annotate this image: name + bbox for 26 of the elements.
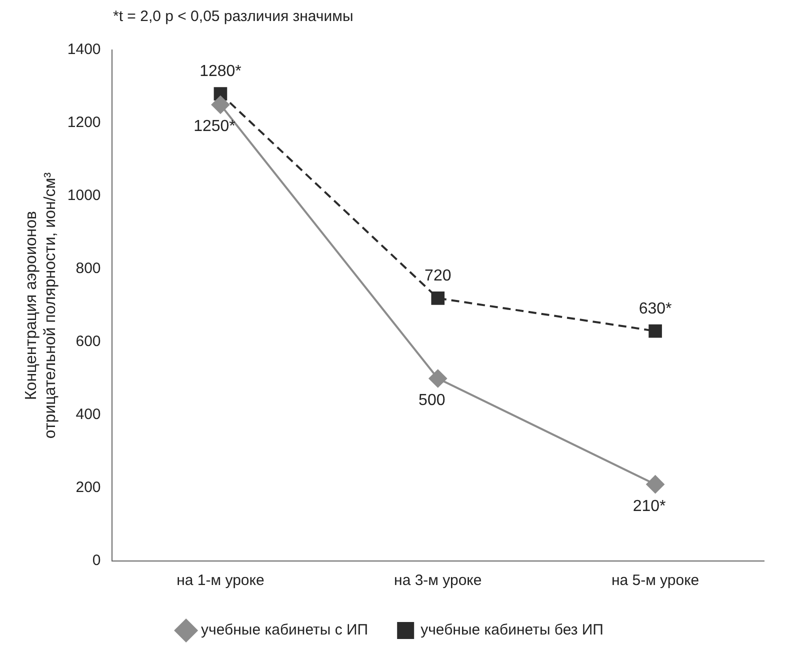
data-label: 1250* — [194, 118, 236, 136]
data-label: 720 — [424, 268, 452, 285]
x-tick-label: на 1-м уроке — [176, 572, 264, 590]
legend-label: учебные кабинеты без ИП — [420, 622, 604, 639]
y-axis-title: Концентрация аэроионов отрицательной полярности, ион/см³ — [23, 172, 60, 439]
legend-label: учебные кабинеты с ИП — [201, 622, 368, 639]
data-label: 1280* — [200, 63, 242, 80]
y-tick-label: 600 — [76, 333, 101, 350]
y-tick-label: 800 — [76, 260, 101, 278]
point — [431, 292, 445, 305]
y-tick-label: 1200 — [67, 114, 101, 132]
data-label: 630* — [638, 300, 672, 318]
y-tick-label: 200 — [76, 479, 101, 496]
y-tick-label: 400 — [76, 406, 101, 424]
point — [211, 96, 230, 114]
x-tick-label: на 3-м уроке — [394, 572, 482, 590]
y-tick-label: 0 — [92, 552, 101, 570]
point — [428, 370, 447, 388]
x-tick-label: на 5-м уроке — [611, 572, 700, 590]
y-tick-label: 1400 — [67, 41, 101, 58]
text: *t = 2,0 p < 0,05 различия значимы — [112, 8, 354, 27]
data-label: 210* — [632, 498, 666, 515]
data-label: 500 — [418, 392, 446, 409]
y-tick-label: 1000 — [67, 187, 101, 204]
point — [648, 324, 662, 338]
point — [646, 475, 664, 494]
